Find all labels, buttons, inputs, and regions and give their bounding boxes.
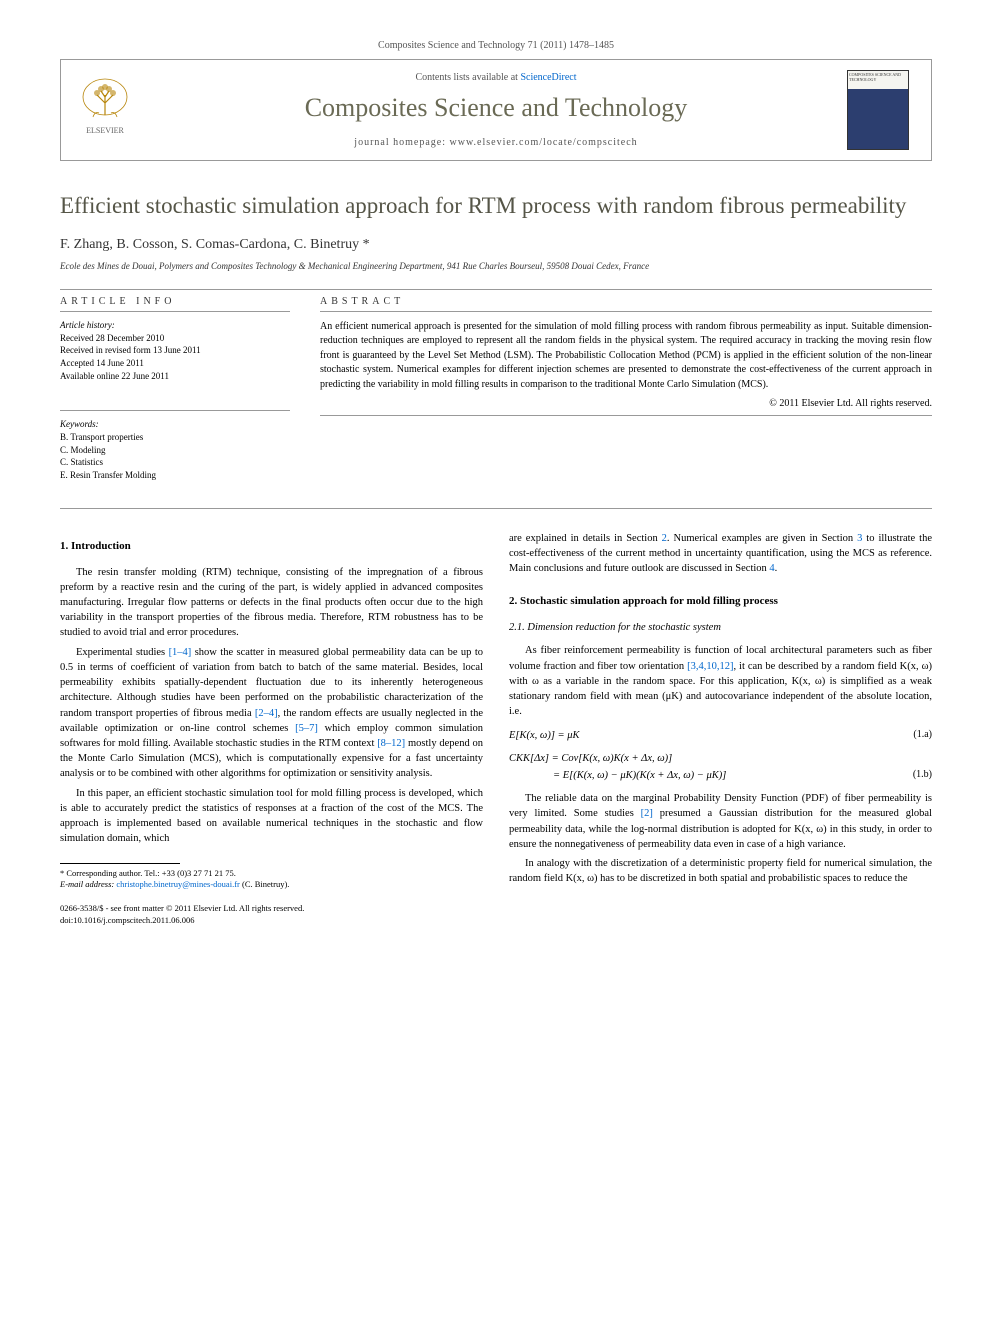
divider-mid [60,508,932,509]
equation-1b-line2: = E[(K(x, ω) − μK)(K(x + Δx, ω) − μK)] [509,768,726,783]
cover-title-band: COMPOSITES SCIENCE AND TECHNOLOGY [848,71,908,89]
affiliation: Ecole des Mines de Douai, Polymers and C… [60,261,932,271]
email-label: E-mail address: [60,879,114,889]
article-page: Composites Science and Technology 71 (20… [0,0,992,966]
corresponding-author-footnote: * Corresponding author. Tel.: +33 (0)3 2… [60,868,483,880]
header-center: Contents lists available at ScienceDirec… [145,72,847,148]
body-two-columns: 1. Introduction The resin transfer moldi… [60,531,932,927]
journal-header-box: ELSEVIER Contents lists available at Sci… [60,59,932,161]
journal-cover-thumbnail: COMPOSITES SCIENCE AND TECHNOLOGY [847,70,909,150]
corresponding-marker: * [363,237,370,252]
p4-part-d: . [775,563,778,574]
intro-para-3: In this paper, an efficient stochastic s… [60,786,483,847]
abstract-text: An efficient numerical approach is prese… [320,320,932,393]
homepage-url[interactable]: www.elsevier.com/locate/compscitech [450,137,638,148]
p2-part-a: Experimental studies [76,647,169,658]
ref-2-4[interactable]: [2–4] [255,708,278,719]
equation-1a: E[K(x, ω)] = μK [509,728,580,743]
equation-1b-block: CKK[Δx] = Cov[K(x, ω)K(x + Δx, ω)] = E[(… [509,751,932,783]
received-date: Received 28 December 2010 [60,332,290,345]
issn-line: 0266-3538/$ - see front matter © 2011 El… [60,903,483,914]
journal-homepage-line: journal homepage: www.elsevier.com/locat… [145,137,847,148]
ref-3-4-10-12[interactable]: [3,4,10,12] [687,661,733,672]
abstract-heading: ABSTRACT [320,296,932,312]
equation-1b-row2: = E[(K(x, ω) − μK)(K(x + Δx, ω) − μK)] (… [509,768,932,783]
sec21-para-2: The reliable data on the marginal Probab… [509,791,932,852]
keyword-2: C. Modeling [60,444,290,457]
intro-para-2: Experimental studies [1–4] show the scat… [60,645,483,782]
header-citation: Composites Science and Technology 71 (20… [60,40,932,51]
abstract-column: ABSTRACT An efficient numerical approach… [320,296,932,482]
equation-1a-row: E[K(x, ω)] = μK (1.a) [509,728,932,743]
ref-1-4[interactable]: [1–4] [169,647,192,658]
keyword-4: E. Resin Transfer Molding [60,469,290,482]
doi-block: 0266-3538/$ - see front matter © 2011 El… [60,903,483,926]
doi-line: doi:10.1016/j.compscitech.2011.06.006 [60,915,483,926]
ref-2[interactable]: [2] [641,808,653,819]
article-info-column: ARTICLE INFO Article history: Received 2… [60,296,290,482]
ref-8-12[interactable]: [8–12] [377,738,405,749]
history-label: Article history: [60,320,290,330]
intro-continuation-para: are explained in details in Section 2. N… [509,531,932,577]
abstract-bottom-divider [320,415,932,416]
authors-line: F. Zhang, B. Cosson, S. Comas-Cardona, C… [60,237,932,253]
sec21-para-1: As fiber reinforcement permeability is f… [509,643,932,719]
authors-names: F. Zhang, B. Cosson, S. Comas-Cardona, C… [60,237,359,252]
accepted-date: Accepted 14 June 2011 [60,357,290,370]
contents-available-line: Contents lists available at ScienceDirec… [145,72,847,83]
info-divider [60,410,290,411]
contents-prefix: Contents lists available at [415,72,520,83]
email-suffix: (C. Binetruy). [242,879,289,889]
right-column: are explained in details in Section 2. N… [509,531,932,927]
journal-name: Composites Science and Technology [145,93,847,123]
left-column: 1. Introduction The resin transfer moldi… [60,531,483,927]
article-title: Efficient stochastic simulation approach… [60,191,932,221]
sciencedirect-link[interactable]: ScienceDirect [520,72,576,83]
section-2-heading: 2. Stochastic simulation approach for mo… [509,594,932,610]
intro-para-1: The resin transfer molding (RTM) techniq… [60,565,483,641]
publisher-logo-container: ELSEVIER [75,75,145,145]
subsection-2-1-heading: 2.1. Dimension reduction for the stochas… [509,620,932,635]
divider-top [60,289,932,290]
equation-1a-number: (1.a) [913,728,932,743]
journal-cover-container: COMPOSITES SCIENCE AND TECHNOLOGY [847,70,917,150]
abstract-copyright: © 2011 Elsevier Ltd. All rights reserved… [320,398,932,409]
svg-text:ELSEVIER: ELSEVIER [86,126,124,135]
elsevier-tree-logo: ELSEVIER [75,75,135,140]
info-abstract-row: ARTICLE INFO Article history: Received 2… [60,296,932,482]
equation-1b-number: (1.b) [913,768,932,783]
keyword-3: C. Statistics [60,456,290,469]
revised-date: Received in revised form 13 June 2011 [60,344,290,357]
keywords-label: Keywords: [60,419,290,429]
homepage-prefix: journal homepage: [354,137,449,148]
equation-1b-line1: CKK[Δx] = Cov[K(x, ω)K(x + Δx, ω)] [509,751,932,766]
online-date: Available online 22 June 2011 [60,370,290,383]
keyword-1: B. Transport properties [60,431,290,444]
corresponding-email[interactable]: christophe.binetruy@mines-douai.fr [116,879,240,889]
p4-part-b: . Numerical examples are given in Sectio… [667,533,857,544]
ref-5-7[interactable]: [5–7] [295,723,318,734]
article-info-heading: ARTICLE INFO [60,296,290,312]
section-1-heading: 1. Introduction [60,539,483,555]
email-footnote: E-mail address: christophe.binetruy@mine… [60,879,483,891]
sec21-para-3: In analogy with the discretization of a … [509,856,932,886]
p4-part-a: are explained in details in Section [509,533,662,544]
